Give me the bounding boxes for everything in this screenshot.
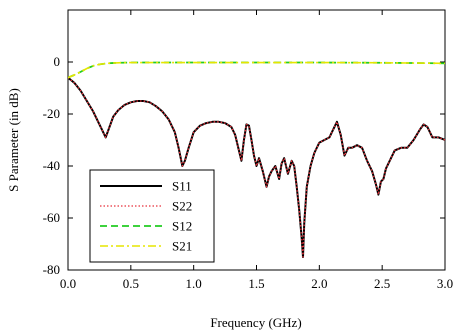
legend-label-s12: S12: [172, 219, 192, 234]
x-tick-label: 0.0: [60, 276, 76, 291]
legend: S11 S22 S12 S21: [89, 169, 215, 263]
x-tick-label: 2.0: [311, 276, 327, 291]
y-tick-label: -60: [43, 210, 60, 225]
y-tick-label: -20: [43, 106, 60, 121]
x-axis-ticks: 0.0 0.5 1.0 1.5 2.0 2.5 3.0: [60, 10, 453, 291]
series-line-s12: [68, 61, 445, 79]
series-layer: [68, 61, 445, 258]
y-axis-label: S Parameter (in dB): [6, 88, 21, 192]
y-tick-label: 0: [54, 54, 61, 69]
x-tick-label: 1.0: [186, 276, 202, 291]
x-tick-label: 0.5: [123, 276, 139, 291]
y-tick-label: -80: [43, 262, 60, 277]
y-tick-label: -40: [43, 158, 60, 173]
series-line-s21: [68, 61, 445, 79]
legend-box: [89, 169, 215, 263]
x-tick-label: 2.5: [374, 276, 390, 291]
x-tick-label: 1.5: [248, 276, 264, 291]
legend-label-s22: S22: [172, 199, 192, 214]
legend-label-s21: S21: [172, 239, 192, 254]
x-axis-label: Frequency (GHz): [210, 315, 301, 330]
legend-label-s11: S11: [172, 179, 192, 194]
y-axis-ticks: -80 -60 -40 -20 0: [43, 54, 445, 277]
x-tick-label: 3.0: [437, 276, 453, 291]
series-line-s22: [68, 77, 445, 258]
